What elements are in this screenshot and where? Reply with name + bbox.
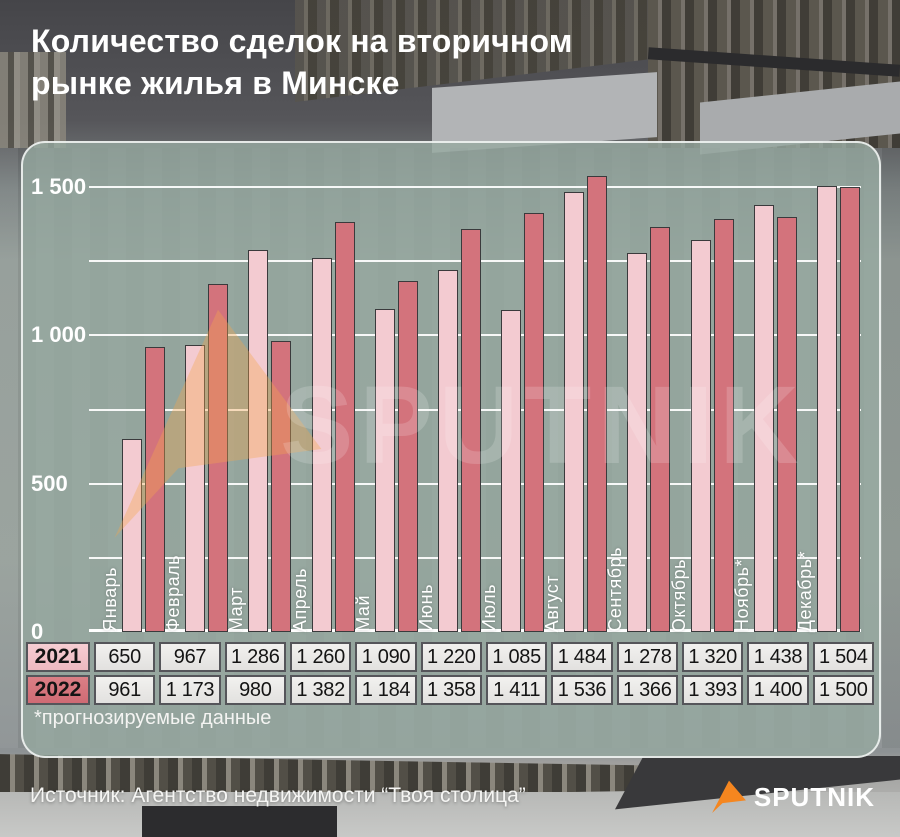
bar-2021-month-7 xyxy=(501,310,522,632)
bar-2022-month-10 xyxy=(713,219,734,632)
month-label: Сентябрь xyxy=(605,547,626,632)
y-axis-label-0: 0 xyxy=(31,619,44,644)
footer: Источник: Агентство недвижимости “Твоя с… xyxy=(0,758,900,837)
bar-2021-month-6 xyxy=(437,270,458,632)
month-group: Сентябрь xyxy=(605,227,671,632)
bar-2021-month-12 xyxy=(816,186,837,632)
value-cell: 1 504 xyxy=(812,642,874,672)
bar-2021-month-1 xyxy=(122,439,142,632)
chart-panel: Январь Февраль Март Апрель Май Июнь Июль Август… xyxy=(21,141,881,758)
sputnik-triangle-icon xyxy=(711,780,746,813)
source-text: Источник: Агентство недвижимости “Твоя с… xyxy=(30,784,526,807)
month-label: Ноябрь* xyxy=(731,559,752,632)
value-cell: 1 393 xyxy=(681,675,744,705)
bg-railing-left xyxy=(0,52,66,148)
page-title: Количество сделок на вторичном рынке жил… xyxy=(31,20,573,104)
value-cell: 1 278 xyxy=(616,642,678,672)
value-cell: 961 xyxy=(94,675,156,705)
bar-2021-month-9 xyxy=(627,253,648,632)
sputnik-logo-text: SPUTNIK xyxy=(753,781,875,812)
value-cell: 1 085 xyxy=(485,642,548,672)
month-group: Октябрь xyxy=(668,219,734,632)
month-group: Август xyxy=(542,176,608,632)
y-axis-label-1000: 1 000 xyxy=(31,322,87,348)
month-group: Декабрь* xyxy=(794,186,860,632)
bar-2021-month-2 xyxy=(185,345,206,632)
value-cell: 1 184 xyxy=(355,675,417,705)
month-label: Август xyxy=(542,574,563,632)
bar-2021-month-3 xyxy=(248,250,269,632)
month-group: Март xyxy=(226,250,292,632)
month-label: Июнь xyxy=(415,584,436,632)
month-label: Февраль xyxy=(163,555,184,632)
month-group: Ноябрь* xyxy=(731,205,797,632)
chart-plot: Январь Февраль Март Апрель Май Июнь Июль Август… xyxy=(31,175,861,644)
bar-2022-month-5 xyxy=(397,281,418,632)
month-group: Февраль xyxy=(163,284,229,632)
value-cell: 1 484 xyxy=(551,642,613,672)
bg-balcony-footer-left xyxy=(142,806,337,837)
month-group: Апрель xyxy=(289,222,355,632)
bar-2022-month-6 xyxy=(460,229,481,632)
data-table: 2021 650 967 1 286 1 260 1 090 1 220 1 085 1 484… xyxy=(26,642,874,705)
bar-2022-month-8 xyxy=(587,176,608,632)
bar-2021-month-8 xyxy=(564,192,585,632)
month-label: Октябрь xyxy=(668,558,689,632)
month-group: Июль xyxy=(479,213,545,632)
gridline-1500 xyxy=(89,186,861,188)
bar-2022-month-2 xyxy=(208,284,229,632)
month-label: Май xyxy=(352,595,373,632)
sputnik-logo: SPUTNIK xyxy=(711,780,875,814)
bar-2021-month-5 xyxy=(374,309,395,632)
value-cell: 650 xyxy=(94,642,156,672)
bar-2021-month-10 xyxy=(690,240,711,632)
title-line-2: рынке жилья в Минске xyxy=(31,65,400,101)
value-cell: 1 173 xyxy=(159,675,221,705)
bar-2021-month-11 xyxy=(753,205,774,632)
month-label: Декабрь* xyxy=(794,550,815,632)
bar-2022-month-12 xyxy=(839,187,860,632)
bar-2022-month-3 xyxy=(271,341,292,632)
value-cell: 1 382 xyxy=(289,675,352,705)
footnote: *прогнозируемые данные xyxy=(34,707,272,729)
month-group: Январь xyxy=(100,347,165,632)
value-cell: 1 438 xyxy=(747,642,809,672)
value-cell: 1 260 xyxy=(289,642,352,672)
month-label: Июль xyxy=(479,584,500,632)
month-group: Май xyxy=(352,281,418,632)
month-group: Июнь xyxy=(415,229,481,632)
bar-2022-month-9 xyxy=(650,227,671,632)
value-cell: 1 500 xyxy=(812,675,874,705)
value-cell: 1 090 xyxy=(355,642,417,672)
bars-row: Январь Февраль Март Апрель Май Июнь Июль Август… xyxy=(100,176,860,632)
bar-2021-month-4 xyxy=(311,258,332,632)
value-cell: 967 xyxy=(159,642,221,672)
month-label: Апрель xyxy=(289,567,310,632)
value-cell: 980 xyxy=(224,675,286,705)
year-cell-2022: 2022 xyxy=(26,675,90,705)
y-axis-label-500: 500 xyxy=(31,470,68,496)
value-cell: 1 220 xyxy=(420,642,482,672)
month-label: Январь xyxy=(100,567,120,632)
value-cell: 1 536 xyxy=(551,675,613,705)
value-cell: 1 411 xyxy=(485,675,548,705)
value-cell: 1 286 xyxy=(224,642,286,672)
value-cell: 1 366 xyxy=(616,675,678,705)
bar-2022-month-11 xyxy=(776,217,797,632)
value-cell: 1 320 xyxy=(681,642,744,672)
year-cell-2021: 2021 xyxy=(26,642,90,672)
bar-2022-month-7 xyxy=(524,213,545,632)
title-line-1: Количество сделок на вторичном xyxy=(31,23,573,59)
bar-2022-month-1 xyxy=(145,347,165,632)
y-axis-label-1500: 1 500 xyxy=(31,174,87,199)
value-cell: 1 358 xyxy=(420,675,482,705)
bar-2022-month-4 xyxy=(334,222,355,632)
value-cell: 1 400 xyxy=(747,675,809,705)
month-label: Март xyxy=(226,586,247,632)
